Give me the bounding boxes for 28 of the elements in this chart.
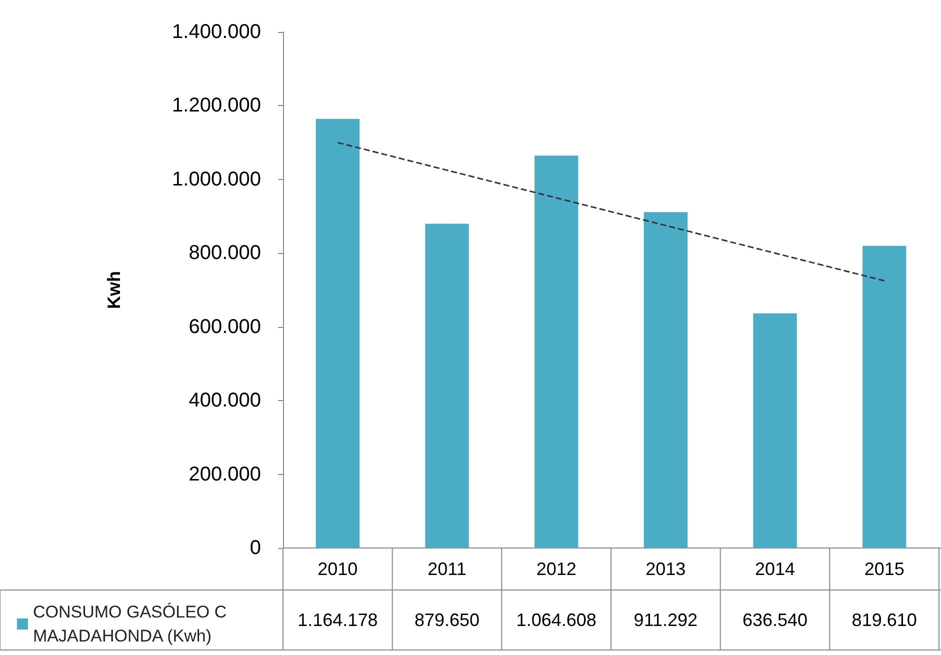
bar	[644, 212, 688, 548]
bar	[862, 246, 906, 548]
data-label: 1.164.178	[298, 610, 378, 630]
legend-label: CONSUMO GASÓLEO C MAJADAHONDA (Kwh)	[33, 602, 232, 646]
data-label: 879.650	[414, 610, 480, 630]
y-tick-label: 800.000	[188, 242, 261, 264]
y-tick-label: 400.000	[188, 390, 261, 412]
y-tick-label: 0	[250, 537, 261, 559]
x-tick-label: 2010	[318, 559, 358, 579]
data-label: 1.064.608	[516, 610, 596, 630]
y-tick-label: 1.400.000	[172, 21, 261, 43]
y-axis-title: Kwh	[104, 271, 124, 309]
bar	[534, 156, 578, 548]
y-tick-label: 1.000.000	[172, 168, 261, 190]
y-tick-label: 600.000	[188, 316, 261, 338]
data-label: 911.292	[634, 610, 698, 630]
data-label: 636.540	[742, 610, 808, 630]
x-tick-label: 2013	[646, 559, 686, 579]
x-tick-label: 2014	[754, 559, 796, 579]
bar	[425, 224, 469, 548]
data-label: 819.610	[852, 610, 917, 630]
y-tick-label: 1.200.000	[172, 94, 261, 117]
y-tick-label: 200.000	[188, 463, 261, 486]
x-tick-label: 2011	[428, 559, 466, 579]
bar	[316, 118, 360, 548]
x-tick-label: 2012	[536, 559, 576, 579]
x-tick-label: 2015	[864, 559, 904, 579]
bar	[753, 313, 797, 548]
